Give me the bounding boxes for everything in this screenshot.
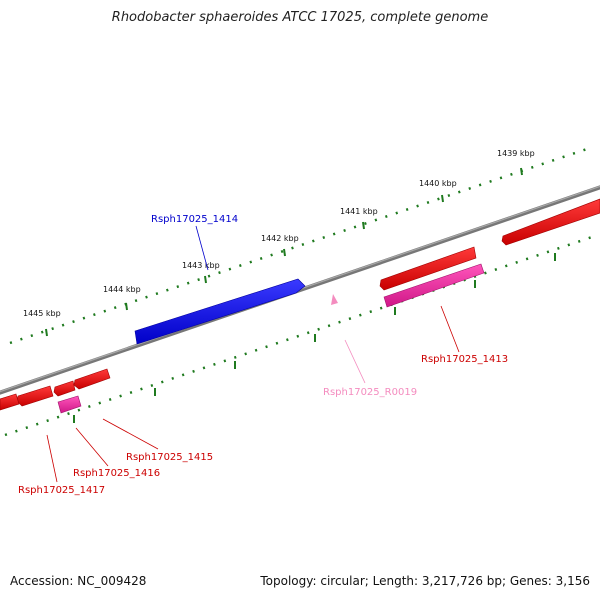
accession-text: Accession: NC_009428 [10,574,147,588]
gene-arrow-1417[interactable] [16,385,54,407]
tick-mark [283,248,286,257]
trna-gene-R0019[interactable] [331,294,338,305]
gene-arrow-1413[interactable] [379,246,477,291]
genome-summary-text: Topology: circular; Length: 3,217,726 bp… [260,574,590,588]
upper-major-ticks [45,167,523,337]
leader-line-1416 [75,427,109,467]
tick-mark [441,194,444,203]
gene-label-1417[interactable]: Rsph17025_1417 [18,485,105,496]
leader-line-1417 [46,434,58,483]
rna-gene-1413[interactable] [383,263,485,308]
tick-mark [204,275,207,284]
gene-label-1414[interactable]: Rsph17025_1414 [151,214,238,225]
leader-line-1415 [102,418,159,450]
scale-label-1440: 1440 kbp [419,179,457,188]
scale-label-1445: 1445 kbp [23,309,61,318]
rna-gene-1416[interactable] [57,395,82,414]
scale-label-1439: 1439 kbp [497,149,535,158]
lower-scale-line [4,234,596,437]
scale-label-1444: 1444 kbp [103,285,141,294]
tick-mark [362,221,365,230]
gene-label-1413[interactable]: Rsph17025_1413 [421,354,508,365]
leader-line-R0019 [344,339,366,384]
map-title: Rhodobacter sphaeroides ATCC 17025, comp… [111,10,489,25]
leader-line-1414 [195,225,209,271]
scale-label-1441: 1441 kbp [340,207,378,216]
tick-mark [520,167,523,176]
gene-label-1415[interactable]: Rsph17025_1415 [126,452,213,463]
gene-arrow-1414[interactable] [134,278,306,345]
lower-major-ticks [73,253,556,423]
gene-arrow-left-edge[interactable] [0,393,20,411]
leader-line-1413 [440,305,460,353]
upper-scale-line [9,146,591,345]
gene-arrow-1415[interactable] [73,368,111,390]
scale-label-1443: 1443 kbp [182,261,220,270]
gene-label-R0019[interactable]: Rsph17025_R0019 [323,387,417,398]
tick-mark [125,302,128,311]
tick-mark [45,328,48,337]
gene-arrow-right-edge[interactable] [501,198,600,246]
gene-label-1416[interactable]: Rsph17025_1416 [73,468,160,479]
gene-arrow-1416[interactable] [53,380,76,397]
scale-label-1442: 1442 kbp [261,234,299,243]
